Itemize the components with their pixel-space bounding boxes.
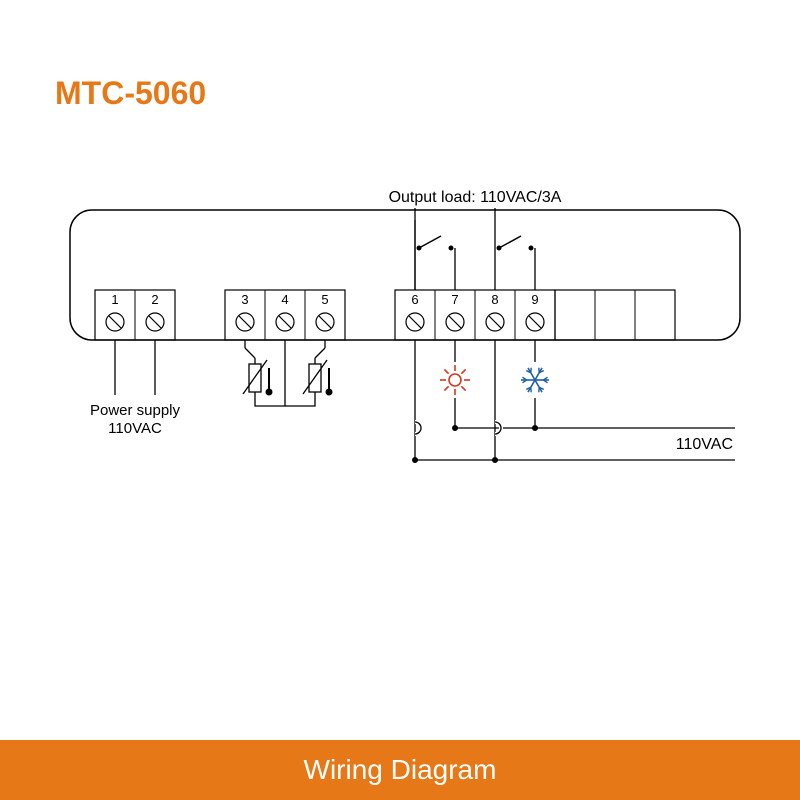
svg-text:3: 3 [241, 292, 248, 307]
svg-text:8: 8 [491, 292, 498, 307]
svg-text:Output load: 110VAC/3A: Output load: 110VAC/3A [389, 189, 562, 206]
svg-text:4: 4 [281, 292, 288, 307]
svg-text:6: 6 [411, 292, 418, 307]
svg-text:7: 7 [451, 292, 458, 307]
svg-text:5: 5 [321, 292, 328, 307]
model-title: MTC-5060 [55, 75, 206, 112]
svg-text:2: 2 [151, 292, 158, 307]
svg-text:110VAC: 110VAC [108, 420, 162, 437]
wiring-diagram: 1 2 3 4 5 6 7 8 9 Output load: 110VAC/3A Power sup… [55, 160, 745, 590]
svg-text:1: 1 [111, 292, 118, 307]
svg-text:9: 9 [531, 292, 538, 307]
svg-text:110VAC: 110VAC [676, 436, 733, 453]
footer-bar: Wiring Diagram [0, 740, 800, 800]
svg-text:Power supply: Power supply [90, 402, 181, 419]
